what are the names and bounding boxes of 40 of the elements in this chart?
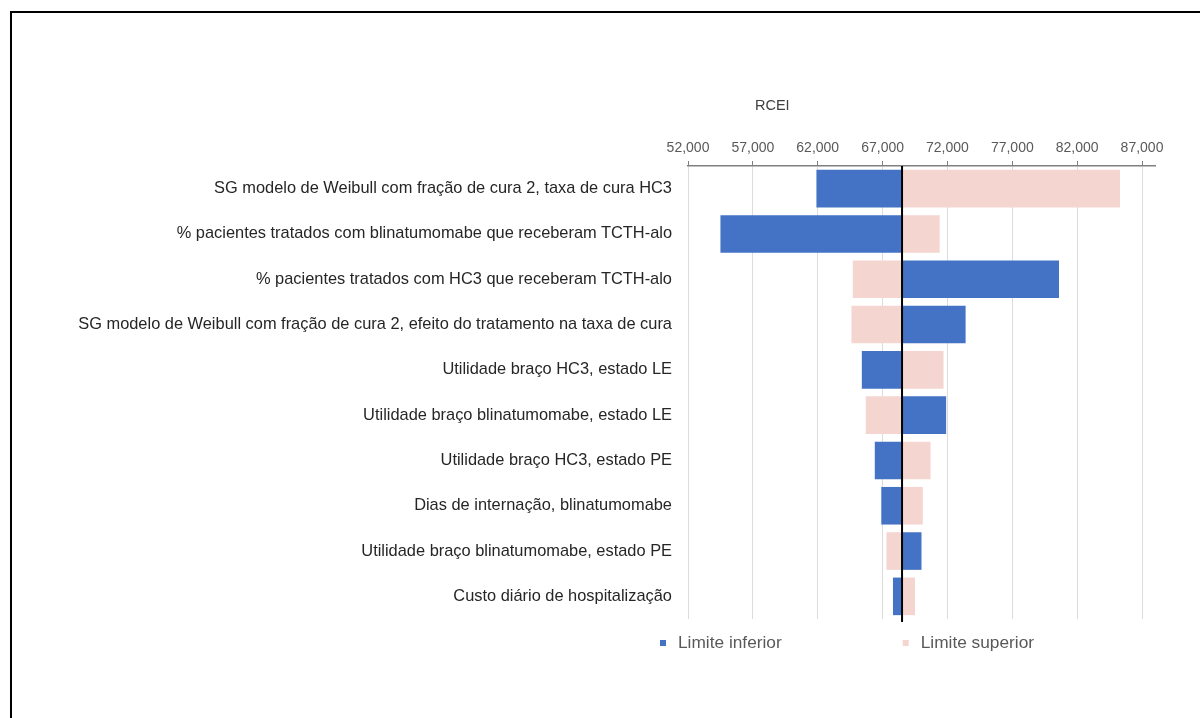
- bar: [902, 441, 931, 480]
- x-tick-label: 62,000: [796, 139, 840, 156]
- y-tick-label: Dias de internação, blinatumomabe: [414, 495, 672, 514]
- y-tick-label: SG modelo de Weibull com fração de cura 2, efeito do tratamento na taxa de cura: [78, 314, 673, 333]
- bar: [865, 396, 903, 434]
- legend-label: Limite superior: [920, 631, 1035, 652]
- x-tick-label: 52,000: [666, 139, 710, 156]
- x-tick-label: 77,000: [990, 139, 1034, 156]
- legend-label: Limite inferior: [678, 631, 782, 652]
- bar: [902, 260, 1060, 299]
- bar: [902, 169, 1120, 208]
- x-axis-title: RCEI: [755, 97, 790, 113]
- bar: [902, 532, 922, 570]
- y-tick-label: SG modelo de Weibull com fração de cura 2, taxa de cura HC3: [214, 178, 672, 197]
- y-tick-label: Utilidade braço blinatumomabe, estado LE: [363, 404, 673, 423]
- bar: [902, 215, 940, 253]
- x-tick-label: 82,000: [1055, 139, 1099, 156]
- bar: [861, 351, 903, 389]
- bar: [902, 396, 947, 434]
- bar: [816, 169, 903, 208]
- y-tick-label: Utilidade braço HC3, estado PE: [440, 449, 673, 468]
- y-tick-label: % pacientes tratados com blinatumomabe que receberam TCTH-alo: [176, 223, 672, 242]
- bar: [902, 577, 916, 616]
- x-tick-label: 57,000: [731, 139, 775, 156]
- y-tick-label: % pacientes tratados com HC3 que receberam TCTH-alo: [255, 268, 672, 287]
- bar: [851, 305, 903, 344]
- bar: [874, 441, 903, 480]
- x-tick-label: 72,000: [926, 139, 970, 156]
- bar: [902, 486, 923, 525]
- bar: [720, 215, 903, 253]
- bar: [886, 532, 903, 570]
- bar: [902, 305, 966, 344]
- bar: [902, 351, 944, 389]
- y-tick-label: Custo diário de hospitalização: [453, 585, 672, 604]
- bar: [881, 486, 903, 525]
- y-tick-label: Utilidade braço blinatumomabe, estado PE: [361, 540, 673, 559]
- y-tick-label: Utilidade braço HC3, estado LE: [442, 359, 673, 378]
- x-tick-label: 67,000: [861, 139, 905, 156]
- x-tick-label: 87,000: [1120, 139, 1164, 156]
- bar: [852, 260, 903, 299]
